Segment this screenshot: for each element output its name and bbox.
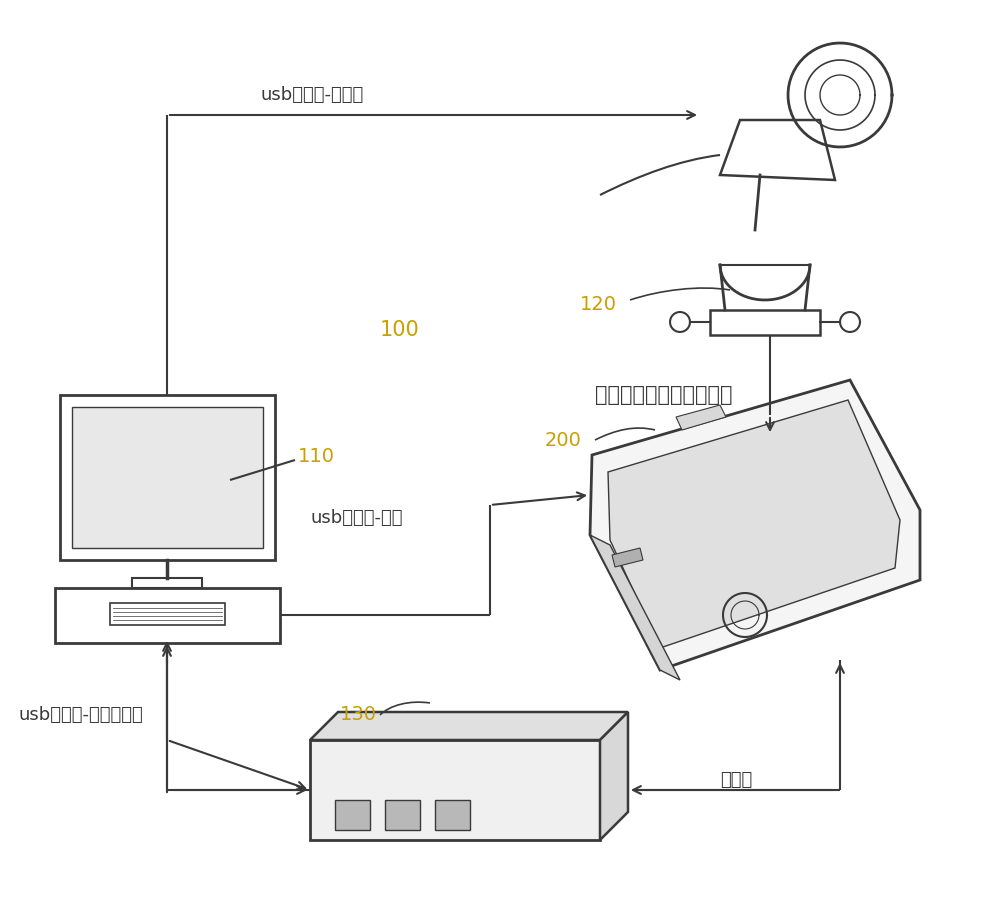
Polygon shape — [600, 712, 628, 840]
Polygon shape — [590, 535, 680, 680]
Polygon shape — [310, 712, 628, 740]
Polygon shape — [676, 405, 726, 430]
Text: usb数据线-手机: usb数据线-手机 — [310, 509, 402, 527]
Polygon shape — [335, 800, 370, 830]
Text: 120: 120 — [580, 296, 617, 315]
Polygon shape — [435, 800, 470, 830]
Polygon shape — [385, 800, 420, 830]
Polygon shape — [590, 380, 920, 670]
Polygon shape — [612, 548, 643, 567]
Text: 110: 110 — [298, 447, 335, 467]
Text: usb数据线-摄像头: usb数据线-摄像头 — [260, 86, 363, 104]
Polygon shape — [310, 740, 600, 840]
Text: usb数据线-电源控制器: usb数据线-电源控制器 — [18, 706, 143, 724]
Text: 130: 130 — [340, 705, 377, 725]
Text: 200: 200 — [545, 430, 582, 449]
Text: 100: 100 — [380, 320, 420, 340]
Text: 监测手机亮度及内容变化: 监测手机亮度及内容变化 — [595, 385, 732, 405]
Polygon shape — [72, 407, 263, 548]
Polygon shape — [608, 400, 900, 648]
Text: 电源线: 电源线 — [720, 771, 752, 789]
